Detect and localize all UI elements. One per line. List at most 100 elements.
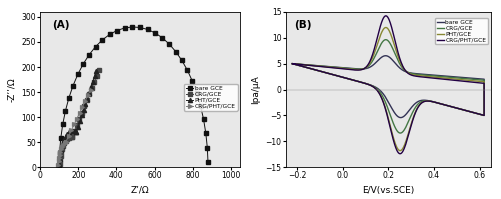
PHT/GCE	[290, 62, 296, 65]
CRG/GCE	[86, 93, 92, 95]
PHT/GCE	[83, 103, 89, 105]
CRG/GCE	[59, 148, 65, 150]
bare GCE	[205, 161, 211, 163]
CRG/GCE	[58, 155, 64, 157]
CRG/GCE	[71, 130, 77, 132]
bare GCE	[329, 66, 335, 68]
bare GCE	[75, 73, 81, 75]
bare GCE	[56, 166, 62, 168]
CRG/GCE	[397, 132, 403, 134]
Line: CRG/GCE: CRG/GCE	[58, 68, 101, 166]
CRG/PHT/GCE	[58, 150, 64, 153]
CRG/PHT/GCE	[60, 143, 66, 146]
PHT/GCE	[90, 81, 96, 83]
bare GCE	[203, 132, 209, 135]
CRG/PHT/GCE	[57, 153, 63, 156]
CRG/PHT/GCE	[366, 84, 372, 86]
PHT/GCE	[70, 130, 76, 132]
bare GCE	[173, 51, 179, 53]
Line: bare GCE: bare GCE	[57, 25, 210, 169]
PHT/GCE	[84, 97, 90, 100]
PHT/GCE	[60, 141, 66, 143]
PHT/GCE	[88, 86, 94, 89]
CRG/GCE	[366, 84, 372, 86]
CRG/GCE	[329, 66, 335, 68]
CRG/PHT/GCE	[329, 66, 335, 69]
CRG/PHT/GCE	[459, 80, 465, 82]
bare GCE	[179, 59, 185, 62]
CRG/PHT/GCE	[82, 100, 88, 102]
CRG/PHT/GCE	[66, 135, 72, 137]
CRG/PHT/GCE	[445, 78, 451, 81]
PHT/GCE	[93, 69, 99, 72]
PHT/GCE	[56, 162, 62, 165]
bare GCE	[60, 123, 66, 126]
Line: CRG/GCE: CRG/GCE	[293, 40, 484, 133]
CRG/PHT/GCE	[56, 160, 62, 162]
bare GCE	[99, 39, 105, 41]
CRG/GCE	[383, 38, 389, 41]
bare GCE	[63, 110, 69, 112]
CRG/GCE	[64, 138, 70, 140]
bare GCE	[122, 27, 128, 29]
CRG/GCE	[373, 87, 379, 90]
CRG/GCE	[445, 76, 451, 78]
bare GCE	[204, 146, 210, 149]
CRG/GCE	[81, 105, 87, 108]
PHT/GCE	[68, 130, 74, 133]
CRG/PHT/GCE	[290, 62, 296, 65]
CRG/GCE	[69, 136, 75, 138]
PHT/GCE	[92, 75, 98, 77]
CRG/PHT/GCE	[290, 62, 296, 65]
bare GCE	[114, 29, 120, 32]
Legend: bare GCE, CRG/GCE, PHT/GCE, CRG/PHT/GCE: bare GCE, CRG/GCE, PHT/GCE, CRG/PHT/GCE	[184, 84, 237, 110]
PHT/GCE	[366, 84, 372, 86]
bare GCE	[80, 63, 86, 65]
CRG/GCE	[62, 142, 68, 144]
bare GCE	[58, 137, 64, 139]
bare GCE	[366, 83, 372, 86]
bare GCE	[70, 84, 76, 87]
PHT/GCE	[57, 158, 63, 160]
bare GCE	[166, 43, 172, 45]
CRG/GCE	[290, 62, 296, 65]
CRG/GCE	[76, 118, 82, 120]
CRG/GCE	[96, 68, 102, 71]
PHT/GCE	[73, 131, 79, 134]
bare GCE	[129, 26, 135, 28]
Line: PHT/GCE: PHT/GCE	[57, 68, 99, 166]
CRG/PHT/GCE	[56, 157, 62, 159]
PHT/GCE	[409, 119, 415, 122]
CRG/GCE	[69, 136, 75, 138]
bare GCE	[197, 105, 203, 107]
PHT/GCE	[397, 149, 403, 152]
bare GCE	[200, 118, 206, 121]
CRG/GCE	[66, 137, 72, 139]
bare GCE	[184, 69, 190, 72]
CRG/PHT/GCE	[68, 129, 74, 132]
CRG/PHT/GCE	[62, 142, 68, 144]
PHT/GCE	[63, 135, 69, 138]
CRG/GCE	[60, 144, 66, 147]
Line: CRG/PHT/GCE: CRG/PHT/GCE	[293, 16, 484, 154]
CRG/PHT/GCE	[56, 163, 62, 166]
PHT/GCE	[61, 138, 67, 140]
CRG/PHT/GCE	[397, 153, 403, 155]
CRG/GCE	[89, 87, 95, 89]
bare GCE	[137, 26, 143, 29]
X-axis label: Z’/Ω: Z’/Ω	[131, 186, 150, 195]
PHT/GCE	[383, 26, 389, 29]
bare GCE	[145, 28, 151, 31]
CRG/PHT/GCE	[74, 117, 80, 120]
bare GCE	[66, 97, 72, 99]
CRG/GCE	[58, 151, 64, 153]
Line: PHT/GCE: PHT/GCE	[293, 27, 484, 151]
CRG/PHT/GCE	[59, 145, 65, 148]
PHT/GCE	[373, 88, 379, 90]
bare GCE	[159, 37, 165, 39]
CRG/PHT/GCE	[85, 94, 91, 97]
PHT/GCE	[57, 153, 63, 155]
CRG/GCE	[459, 77, 465, 80]
CRG/GCE	[290, 62, 296, 65]
bare GCE	[383, 55, 389, 57]
